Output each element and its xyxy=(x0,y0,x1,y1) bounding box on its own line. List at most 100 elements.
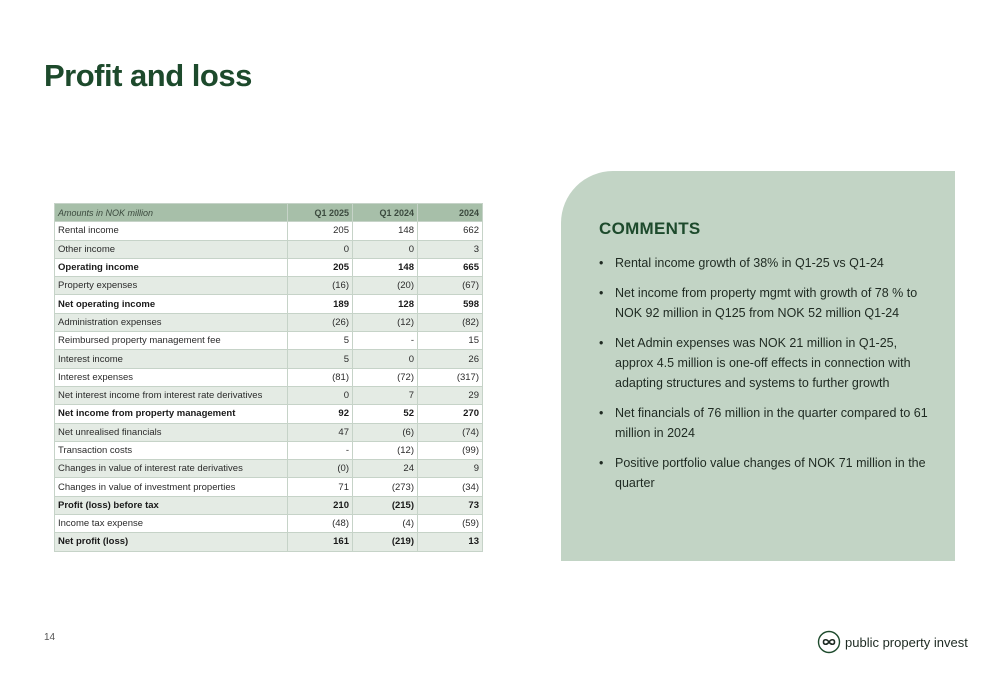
value-2024: 3 xyxy=(417,239,483,259)
value-2024: 26 xyxy=(417,349,483,369)
row-label: Operating income xyxy=(54,257,288,278)
value-2024: (317) xyxy=(417,367,483,387)
value-q1-2025: (16) xyxy=(287,276,353,296)
value-2024: 15 xyxy=(417,331,483,351)
table-row: Administration expenses (26) (12) (82) xyxy=(54,312,483,333)
row-label: Net income from property management xyxy=(54,404,288,424)
value-2024: (59) xyxy=(417,514,483,534)
value-q1-2024: (215) xyxy=(352,495,418,516)
comments-list: • Rental income growth of 38% in Q1-25 vs… xyxy=(599,253,934,503)
value-q1-2025: 71 xyxy=(287,477,353,497)
row-label: Interest expenses xyxy=(54,367,288,387)
row-label: Administration expenses xyxy=(54,312,288,333)
header-q1-2025: Q1 2025 xyxy=(287,202,353,223)
value-2024: 270 xyxy=(417,404,483,424)
page-number: 14 xyxy=(44,632,56,643)
value-q1-2025: 189 xyxy=(287,294,353,314)
table-row: Other income 0 0 3 xyxy=(54,239,483,259)
table-row: Changes in value of investment propertie… xyxy=(54,477,483,497)
table-row: Net interest income from interest rate d… xyxy=(54,385,483,406)
value-2024: (99) xyxy=(417,440,483,461)
row-label: Net profit (loss) xyxy=(54,532,288,552)
value-q1-2025: 92 xyxy=(287,404,353,424)
company-logo: public property invest xyxy=(817,630,968,654)
table-row: Transaction costs - (12) (99) xyxy=(54,440,483,461)
comment-item: • Net Admin expenses was NOK 21 million i… xyxy=(599,333,934,393)
comments-heading: COMMENTS xyxy=(599,219,701,238)
value-q1-2024: (12) xyxy=(352,440,418,461)
table-body: Rental income 205 148 662 Other income 0 0 3 Ope… xyxy=(54,221,483,552)
value-q1-2024: 0 xyxy=(352,239,418,259)
value-q1-2024: (4) xyxy=(352,514,418,534)
value-q1-2024: (6) xyxy=(352,422,418,442)
value-q1-2025: 205 xyxy=(287,221,353,241)
row-label: Other income xyxy=(54,239,288,259)
table-row: Operating income 205 148 665 xyxy=(54,257,483,278)
table-row: Net income from property management 92 52 2… xyxy=(54,404,483,424)
value-2024: 13 xyxy=(417,532,483,552)
value-q1-2025: 205 xyxy=(287,257,353,278)
value-q1-2025: (48) xyxy=(287,514,353,534)
brand-name: public property invest xyxy=(845,634,968,650)
table-row: Property expenses (16) (20) (67) xyxy=(54,276,483,296)
value-q1-2025: - xyxy=(287,440,353,461)
comment-item: • Rental income growth of 38% in Q1-25 vs… xyxy=(599,253,934,273)
value-q1-2025: 0 xyxy=(287,385,353,406)
value-q1-2025: 161 xyxy=(287,532,353,552)
comments-panel: COMMENTS • Rental income growth of 38% in… xyxy=(561,171,955,561)
value-q1-2024: 24 xyxy=(352,459,418,479)
value-2024: (34) xyxy=(417,477,483,497)
header-amounts: Amounts in NOK million xyxy=(54,202,288,223)
row-label: Changes in value of investment propertie… xyxy=(54,477,288,497)
row-label: Property expenses xyxy=(54,276,288,296)
value-2024: (67) xyxy=(417,276,483,296)
value-q1-2024: (12) xyxy=(352,312,418,333)
comment-text: Net Admin expenses was NOK 21 million in… xyxy=(615,336,911,390)
row-label: Changes in value of interest rate deriva… xyxy=(54,459,288,479)
row-label: Rental income xyxy=(54,221,288,241)
value-q1-2025: (0) xyxy=(287,459,353,479)
comment-item: • Positive portfolio value changes of NOK… xyxy=(599,453,934,493)
table-row: Reimbursed property management fee 5-15 xyxy=(54,331,483,351)
value-2024: 73 xyxy=(417,495,483,516)
table-row: Net operating income 189 128 598 xyxy=(54,294,483,314)
table-row: Profit (loss) before tax 210 (215) 73 xyxy=(54,495,483,516)
value-q1-2024: - xyxy=(352,331,418,351)
table-row: Net unrealised financials 47 (6) (74) xyxy=(54,422,483,442)
comment-text: Positive portfolio value changes of NOK … xyxy=(615,456,926,490)
value-2024: 29 xyxy=(417,385,483,406)
table-row: Changes in value of interest rate deriva… xyxy=(54,459,483,479)
table-row: Interest income 5 0 26 xyxy=(54,349,483,369)
infinity-circle-logo-icon xyxy=(817,630,841,654)
row-label: Income tax expense xyxy=(54,514,288,534)
table-row: Interest expenses (81) (72) (317) xyxy=(54,367,483,387)
value-2024: 665 xyxy=(417,257,483,278)
value-q1-2024: 7 xyxy=(352,385,418,406)
value-q1-2024: 128 xyxy=(352,294,418,314)
value-q1-2025: 5 xyxy=(287,349,353,369)
value-2024: (74) xyxy=(417,422,483,442)
bullet-icon: • xyxy=(599,406,604,420)
row-label: Reimbursed property management fee xyxy=(54,331,288,351)
value-2024: 662 xyxy=(417,221,483,241)
value-2024: (82) xyxy=(417,312,483,333)
table-row: Rental income 205 148 662 xyxy=(54,221,483,241)
value-q1-2025: 210 xyxy=(287,495,353,516)
value-q1-2024: (273) xyxy=(352,477,418,497)
page-title: Profit and loss xyxy=(44,58,252,93)
row-label: Net unrealised financials xyxy=(54,422,288,442)
row-label: Transaction costs xyxy=(54,440,288,461)
value-2024: 598 xyxy=(417,294,483,314)
bullet-icon: • xyxy=(599,336,604,350)
value-q1-2025: 47 xyxy=(287,422,353,442)
table-row: Income tax expense (48) (4) (59) xyxy=(54,514,483,534)
value-q1-2024: 148 xyxy=(352,257,418,278)
header-q1-2024: Q1 2024 xyxy=(352,202,418,223)
profit-loss-table: Amounts in NOK million Q1 2025 Q1 2024 2… xyxy=(54,202,483,552)
value-2024: 9 xyxy=(417,459,483,479)
row-label: Interest income xyxy=(54,349,288,369)
table-header-row: Amounts in NOK million Q1 2025 Q1 2024 2… xyxy=(54,202,483,223)
comment-item: • Net financials of 76 million in the qua… xyxy=(599,403,934,443)
comment-text: Net income from property mgmt with growt… xyxy=(615,286,918,320)
bullet-icon: • xyxy=(599,456,604,470)
